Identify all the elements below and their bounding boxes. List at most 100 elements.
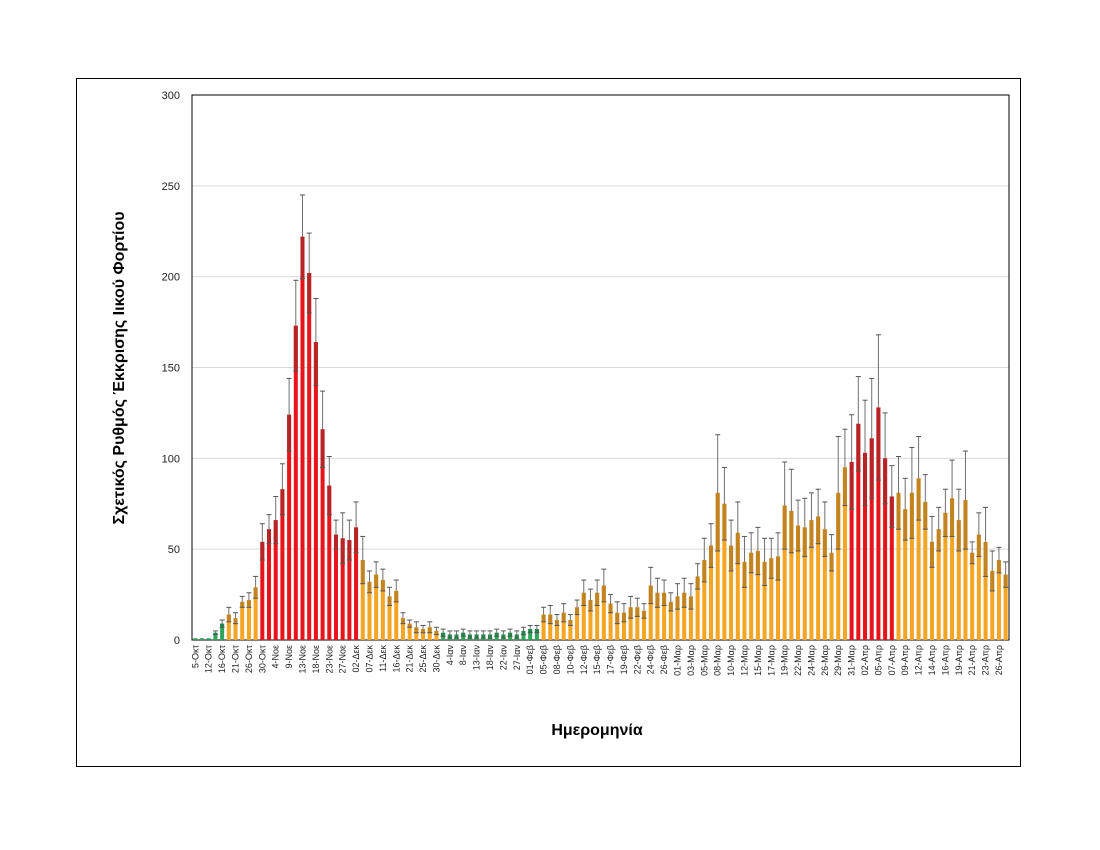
plot-area: [191, 94, 1010, 641]
error-band: [293, 325, 298, 372]
y-tick-label: 100: [162, 453, 180, 465]
bar: [655, 592, 660, 640]
error-band: [407, 623, 412, 628]
error-band: [568, 620, 573, 626]
bars: [193, 194, 1009, 640]
x-tick-label: 25-Δεκ: [418, 645, 428, 673]
x-tick-label: 11-Δεκ: [378, 645, 388, 672]
error-band: [240, 601, 245, 608]
error-band: [514, 634, 519, 639]
error-band: [461, 632, 466, 637]
error-band: [226, 614, 231, 622]
error-band: [688, 596, 693, 610]
bar: [802, 527, 807, 640]
bar: [943, 512, 948, 640]
error-band: [447, 634, 452, 639]
x-tick-label: 12-Μαρ: [739, 645, 749, 676]
bar: [876, 407, 881, 640]
error-band: [400, 618, 405, 624]
error-band: [970, 552, 975, 564]
error-band: [796, 525, 801, 551]
error-band: [642, 610, 647, 619]
x-tick-label: 19-Απρ: [954, 645, 964, 675]
bar: [735, 532, 740, 640]
error-band: [869, 438, 874, 499]
error-band: [467, 634, 472, 639]
error-band: [856, 423, 861, 472]
bar: [360, 560, 365, 640]
bar: [816, 516, 821, 640]
error-band: [789, 511, 794, 553]
bar: [695, 576, 700, 640]
error-band: [668, 601, 673, 611]
bar: [367, 581, 372, 640]
x-axis-title: Ημερομηνία: [551, 722, 643, 739]
error-band: [501, 634, 506, 639]
x-tick-label: 01-Φεβ: [525, 645, 535, 674]
bar: [822, 529, 827, 640]
error-band: [695, 576, 700, 590]
bar: [708, 545, 714, 640]
x-tick-label: 4-Νοε: [271, 645, 281, 669]
x-tick-label: 21-Οκτ: [231, 645, 241, 674]
bar: [380, 580, 385, 640]
error-band: [521, 630, 526, 635]
error-band: [916, 478, 921, 521]
bar: [615, 612, 620, 640]
error-band: [655, 592, 660, 608]
x-tick-label: 12-Φεβ: [579, 645, 589, 674]
error-band: [615, 612, 620, 624]
x-tick-label: 15-Μαρ: [753, 645, 763, 676]
error-band: [782, 505, 787, 550]
bar: [434, 630, 439, 640]
error-band: [320, 429, 325, 468]
error-band: [903, 509, 908, 541]
bar: [200, 638, 205, 640]
bar: [856, 423, 861, 640]
bar: [280, 489, 285, 640]
error-band: [983, 541, 988, 577]
error-band: [287, 414, 292, 452]
y-axis-ticks: 0 50 100 150 200 250 300: [162, 90, 180, 647]
error-band: [929, 541, 934, 568]
error-band: [836, 492, 841, 550]
bar: [755, 550, 760, 640]
bar: [883, 458, 888, 640]
error-band: [990, 570, 995, 591]
error-band: [735, 532, 740, 564]
bar: [950, 498, 955, 640]
error-band: [976, 534, 981, 557]
bar: [273, 520, 278, 640]
error-band: [842, 467, 847, 506]
error-band: [829, 552, 834, 571]
bar: [688, 596, 693, 640]
error-band: [581, 592, 586, 606]
bar: [849, 461, 854, 640]
error-band: [662, 592, 667, 606]
bar: [775, 556, 780, 640]
bar: [896, 492, 901, 640]
error-band: [280, 489, 285, 515]
error-band: [621, 612, 626, 622]
bar: [421, 629, 426, 640]
error-band: [441, 632, 446, 637]
bar: [414, 627, 419, 640]
x-tick-label: 08-Μαρ: [713, 645, 723, 676]
error-band: [802, 527, 807, 557]
error-band: [936, 529, 941, 551]
bar: [1003, 574, 1008, 640]
x-tick-label: 07-Απρ: [887, 645, 897, 675]
error-band: [528, 629, 533, 633]
bar: [836, 492, 841, 640]
x-tick-label: 30-Οκτ: [257, 645, 267, 674]
error-band: [749, 552, 754, 573]
error-band: [387, 596, 392, 606]
x-tick-label: 10-Φεβ: [565, 645, 575, 674]
bar: [796, 525, 801, 640]
error-band: [367, 581, 372, 593]
bar: [246, 600, 251, 640]
bar: [869, 438, 874, 640]
x-tick-label: 5-Οκτ: [190, 645, 200, 669]
error-band: [260, 541, 265, 561]
x-tick-label: 18-Νοε: [311, 645, 321, 674]
